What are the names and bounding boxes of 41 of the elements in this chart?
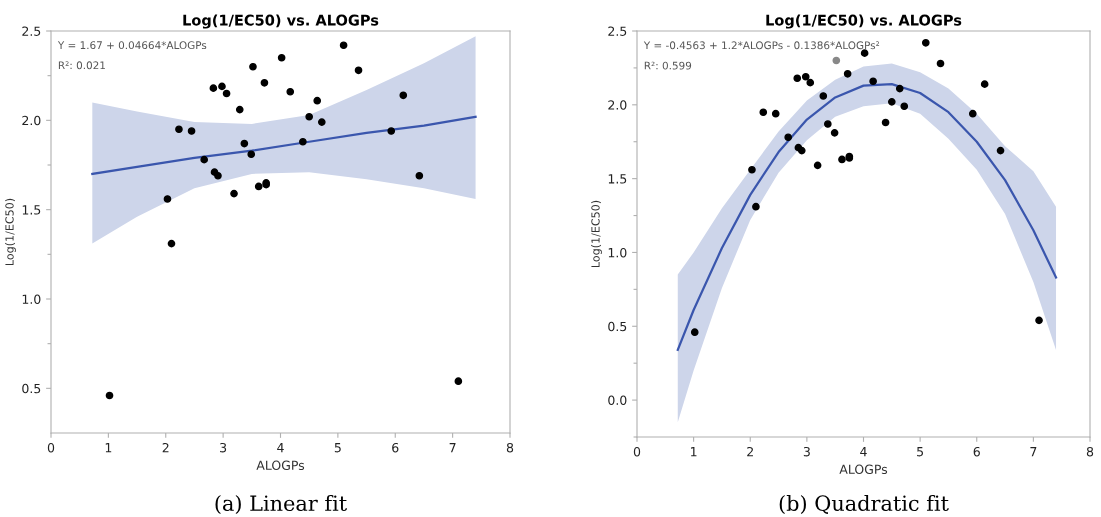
- x-tick-label: 3: [220, 442, 227, 453]
- y-tick-label: 1.0: [608, 247, 627, 258]
- chart-title: Log(1/EC50) vs. ALOGPs: [766, 14, 962, 29]
- y-tick-label: 1.5: [608, 174, 627, 184]
- chart-title: Log(1/EC50) vs. ALOGPs: [183, 14, 379, 29]
- y-axis-title: Log(1/EC50): [5, 198, 16, 266]
- x-axis-title: ALOGPs: [839, 464, 888, 475]
- x-tick-label: 2: [747, 446, 753, 457]
- y-tick-label: 1.5: [22, 205, 41, 215]
- y-tick-label: 0.5: [608, 321, 627, 332]
- y-tick-label: 2.0: [22, 115, 41, 126]
- x-axis-title: ALOGPs: [256, 460, 305, 471]
- x-tick-label: 4: [277, 443, 284, 453]
- annotation: Y = -0.4563 + 1.2*ALOGPs - 0.1386*ALOGPs²: [643, 41, 880, 50]
- x-tick-label: 1: [105, 443, 112, 453]
- annotation: R²: 0.021: [58, 61, 105, 70]
- annotation: Y = 1.67 + 0.04664*ALOGPs: [57, 41, 207, 50]
- x-tick-label: 2: [162, 442, 169, 453]
- x-tick-label: 8: [1086, 446, 1094, 457]
- y-tick-label: 0.0: [608, 395, 627, 406]
- x-tick-label: 8: [506, 442, 514, 453]
- annotation: R²: 0.599: [644, 61, 692, 70]
- y-tick-label: 1.0: [22, 294, 41, 304]
- x-tick-label: 7: [1030, 447, 1037, 457]
- y-tick-label: 2.0: [608, 100, 627, 110]
- x-tick-label: 6: [392, 442, 399, 453]
- y-axis-title: Log(1/EC50): [591, 200, 602, 268]
- x-tick-label: 5: [917, 447, 924, 457]
- x-tick-label: 4: [860, 447, 867, 457]
- y-tick-label: 0.5: [22, 383, 41, 394]
- x-tick-label: 6: [973, 446, 980, 457]
- text: (a) Linear fit: [215, 494, 347, 514]
- x-tick-label: 1: [691, 447, 697, 457]
- x-tick-label: 0: [633, 446, 641, 457]
- x-tick-label: 3: [803, 446, 810, 457]
- x-tick-label: 0: [47, 442, 55, 453]
- text: (b) Quadratic fit: [779, 494, 949, 515]
- x-tick-label: 7: [449, 443, 456, 453]
- y-tick-label: 2.5: [608, 26, 627, 36]
- y-tick-label: 2.5: [22, 26, 41, 36]
- x-tick-label: 5: [334, 443, 341, 453]
